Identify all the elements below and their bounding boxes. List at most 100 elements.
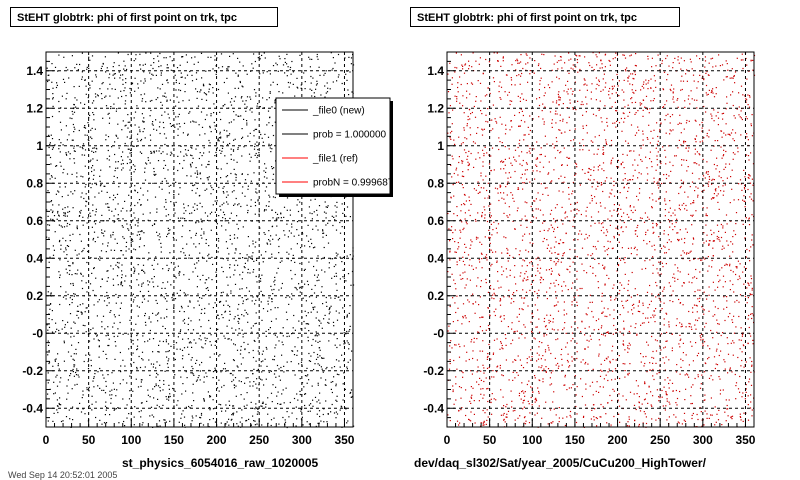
- scatter-point: [149, 415, 151, 417]
- scatter-point: [584, 334, 586, 336]
- scatter-point: [286, 63, 288, 65]
- scatter-point: [284, 72, 286, 74]
- scatter-point: [300, 361, 303, 363]
- scatter-point: [290, 232, 292, 234]
- scatter-point: [86, 291, 88, 293]
- scatter-point: [199, 279, 201, 281]
- scatter-point: [671, 350, 673, 352]
- scatter-point: [670, 89, 672, 92]
- scatter-point: [687, 150, 689, 152]
- scatter-point: [51, 319, 53, 321]
- scatter-point: [188, 112, 190, 114]
- scatter-point: [256, 378, 258, 380]
- scatter-point: [182, 338, 184, 340]
- scatter-point: [101, 83, 103, 85]
- scatter-point: [746, 136, 748, 138]
- scatter-point: [591, 310, 593, 313]
- scatter-point: [557, 338, 559, 340]
- scatter-point: [271, 148, 273, 150]
- x-tick-label: 300: [292, 433, 312, 447]
- scatter-point: [546, 314, 548, 316]
- scatter-point: [105, 380, 107, 383]
- scatter-point: [237, 425, 239, 427]
- scatter-point: [270, 151, 272, 153]
- scatter-point: [80, 240, 82, 242]
- scatter-point: [534, 398, 536, 400]
- scatter-point: [526, 362, 528, 364]
- scatter-point: [153, 62, 155, 64]
- scatter-point: [331, 391, 333, 394]
- scatter-point: [233, 139, 235, 141]
- scatter-point: [589, 179, 591, 181]
- scatter-point: [289, 214, 291, 216]
- scatter-point: [241, 96, 243, 98]
- scatter-point: [156, 211, 158, 213]
- scatter-point: [163, 296, 165, 298]
- scatter-point: [120, 282, 123, 284]
- scatter-point: [523, 324, 525, 326]
- scatter-point: [144, 80, 146, 82]
- scatter-point: [268, 97, 270, 99]
- scatter-point: [669, 207, 671, 209]
- scatter-point: [344, 342, 346, 344]
- scatter-point: [228, 66, 230, 68]
- scatter-point: [126, 382, 128, 384]
- scatter-point: [557, 362, 559, 365]
- scatter-point: [564, 322, 566, 324]
- scatter-point: [647, 344, 649, 346]
- scatter-point: [142, 335, 144, 337]
- scatter-point: [651, 335, 653, 338]
- scatter-point: [91, 127, 93, 129]
- scatter-point: [86, 387, 88, 389]
- scatter-point: [519, 83, 521, 85]
- scatter-point: [136, 105, 138, 107]
- scatter-point: [594, 258, 596, 260]
- scatter-point: [219, 133, 221, 135]
- scatter-point: [242, 333, 244, 335]
- scatter-point: [724, 361, 726, 363]
- scatter-point: [566, 359, 569, 362]
- scatter-point: [60, 248, 62, 250]
- scatter-point: [73, 364, 75, 366]
- scatter-point: [493, 292, 495, 294]
- scatter-point: [557, 367, 559, 369]
- scatter-point: [620, 164, 622, 166]
- scatter-point: [460, 204, 463, 206]
- scatter-point: [132, 390, 134, 392]
- scatter-point: [345, 407, 347, 409]
- scatter-point: [182, 100, 184, 102]
- scatter-point: [115, 134, 117, 136]
- scatter-point: [323, 246, 325, 249]
- scatter-point: [220, 168, 222, 170]
- scatter-point: [116, 193, 119, 195]
- scatter-point: [698, 300, 700, 303]
- scatter-point: [636, 334, 638, 336]
- scatter-point: [72, 406, 74, 408]
- scatter-point: [203, 400, 205, 402]
- scatter-point: [453, 359, 455, 362]
- scatter-point: [594, 222, 596, 224]
- scatter-point: [142, 64, 144, 66]
- scatter-point: [538, 341, 541, 343]
- scatter-point: [253, 135, 255, 137]
- scatter-point: [520, 54, 522, 56]
- scatter-point: [553, 282, 555, 284]
- scatter-point: [529, 73, 531, 75]
- scatter-point: [733, 291, 735, 293]
- scatter-point: [541, 110, 543, 112]
- scatter-point: [113, 62, 115, 64]
- scatter-point: [157, 235, 159, 237]
- scatter-point: [265, 346, 267, 349]
- scatter-point: [250, 98, 252, 100]
- scatter-point: [601, 333, 603, 335]
- scatter-point: [149, 396, 151, 398]
- scatter-point: [252, 296, 254, 298]
- scatter-point: [313, 351, 315, 354]
- scatter-point: [159, 379, 161, 382]
- scatter-point: [209, 127, 211, 129]
- scatter-point: [751, 289, 753, 291]
- scatter-point: [238, 328, 240, 330]
- scatter-point: [73, 295, 75, 297]
- scatter-point: [642, 133, 644, 135]
- scatter-point: [149, 72, 151, 74]
